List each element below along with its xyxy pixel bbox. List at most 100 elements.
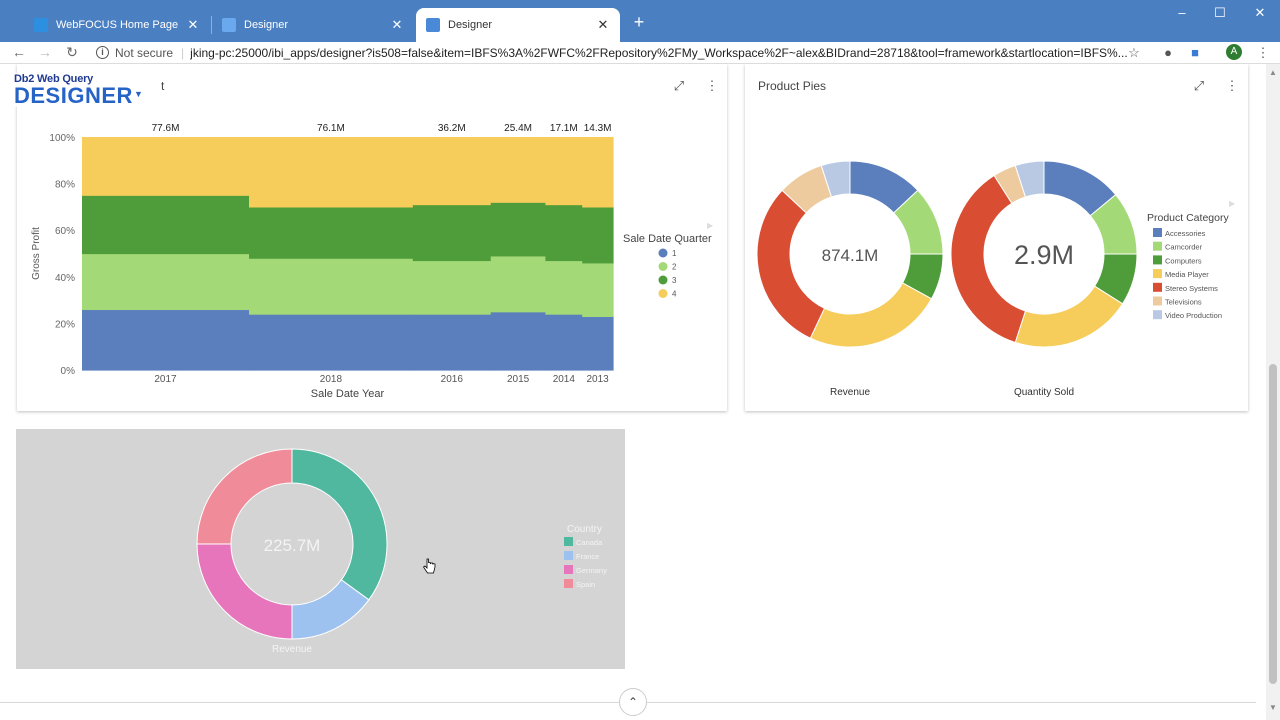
designer-brand[interactable]: Db2 Web Query DESIGNER ▼ — [14, 73, 143, 108]
close-icon[interactable]: ✕ — [391, 17, 403, 32]
donut-slice-video-production — [1014, 160, 1045, 198]
scroll-up-icon[interactable]: ▲ — [1269, 68, 1277, 77]
legend-swatch — [564, 579, 573, 588]
close-icon[interactable]: ✕ — [187, 17, 199, 32]
tab-webfocus-home[interactable]: WebFOCUS Home Page ✕ — [24, 8, 210, 42]
x-tick-label: 2013 — [586, 374, 609, 385]
panel-title: t — [161, 79, 165, 93]
kebab-menu-icon[interactable]: ⋮ — [705, 78, 719, 93]
area-segment-q4 — [249, 137, 414, 208]
donut-center-label: 874.1M — [822, 246, 879, 265]
scroll-down-icon[interactable]: ▼ — [1269, 703, 1277, 712]
expand-icon[interactable]: ⤢ — [673, 78, 685, 93]
total-label: 36.2M — [438, 123, 466, 134]
tab-separator — [211, 16, 212, 34]
legend-swatch — [1153, 241, 1162, 251]
area-segment-q1 — [412, 314, 492, 371]
designer-favicon-icon — [426, 18, 440, 32]
expand-icon[interactable]: ⤢ — [1193, 78, 1205, 93]
legend-swatch — [1153, 269, 1162, 279]
legend-swatch — [1153, 310, 1162, 320]
area-segment-q3 — [412, 204, 492, 262]
panel-title: Product Pies — [758, 79, 827, 93]
legend-label: Germany — [576, 566, 607, 575]
y-tick-label: 40% — [55, 273, 75, 284]
caret-down-icon[interactable]: ▼ — [134, 89, 143, 99]
legend-label: 1 — [672, 249, 677, 258]
scrollbar-thumb[interactable] — [1269, 364, 1277, 684]
donut-slice-media-player — [1014, 285, 1124, 348]
legend-label: Video Production — [1165, 311, 1222, 320]
url-text: jking-pc:25000/ibi_apps/designer?is508=f… — [190, 45, 1128, 60]
legend-swatch — [658, 289, 668, 298]
legend-label: Spain — [576, 580, 595, 589]
legend-title: Country — [567, 524, 602, 535]
donut-slice-video-production — [820, 160, 851, 198]
x-tick-label: 2015 — [507, 374, 530, 385]
kebab-menu-icon[interactable]: ⋮ — [1225, 78, 1239, 93]
maximize-button[interactable]: ☐ — [1214, 5, 1226, 20]
back-arrow-icon[interactable]: ← — [12, 44, 26, 60]
area-segment-q1 — [490, 311, 547, 371]
area-segment-q4 — [412, 137, 492, 206]
designer-canvas: Db2 Web Query DESIGNER ▼ t ⤢ ⋮ 0% 20% 40% 6… — [0, 64, 1266, 720]
donut-slice-media-player — [809, 282, 933, 348]
minimize-button[interactable]: – — [1178, 5, 1186, 20]
kebab-menu-icon[interactable]: ⋮ — [1256, 45, 1270, 60]
area-segment-q2 — [82, 253, 250, 311]
x-axis-title: Sale Date Year — [311, 388, 385, 400]
y-tick-label: 80% — [55, 180, 75, 191]
forward-arrow-icon[interactable]: → — [38, 44, 52, 60]
area-segment-q3 — [545, 204, 583, 262]
area-segment-q4 — [490, 137, 547, 203]
donut-slice-germany — [196, 543, 293, 640]
area-segment-q1 — [582, 316, 614, 371]
x-tick-label: 2014 — [553, 374, 576, 385]
new-tab-button[interactable]: + — [633, 12, 645, 32]
donut-label: Quantity Sold — [1014, 387, 1074, 398]
y-tick-label: 0% — [61, 366, 76, 377]
extension-icon[interactable]: ● — [1164, 45, 1172, 60]
donut-slice-stereo-systems — [950, 174, 1027, 344]
area-segment-q1 — [82, 309, 250, 371]
close-window-button[interactable]: ✕ — [1254, 5, 1266, 20]
legend-swatch — [658, 262, 668, 271]
star-icon[interactable]: ☆ — [1128, 45, 1140, 60]
url-field[interactable]: i Not secure | jking-pc:25000/ibi_apps/d… — [96, 42, 1148, 63]
legend-label: Media Player — [1165, 270, 1209, 279]
tab-designer[interactable]: Designer ✕ — [212, 8, 414, 42]
area-segment-q1 — [545, 314, 583, 371]
legend-title: Sale Date Quarter — [623, 233, 712, 245]
area-segment-q4 — [582, 137, 614, 208]
reload-icon[interactable]: ↻ — [66, 44, 78, 60]
address-bar-row: ← → ↻ i Not secure | jking-pc:25000/ibi_… — [0, 42, 1280, 64]
profile-avatar[interactable]: A — [1226, 44, 1242, 60]
donut-label: Revenue — [272, 644, 312, 655]
legend-label: 2 — [672, 263, 677, 272]
area-segment-q4 — [82, 137, 250, 196]
tab-designer-active[interactable]: Designer ✕ — [416, 8, 620, 42]
legend-swatch — [1153, 282, 1162, 292]
x-tick-label: 2018 — [320, 374, 343, 385]
area-segment-q3 — [82, 195, 250, 255]
area-chart: 0% 20% 40% 60% 80% 100% 77.6M 2017 76.1M 2018 36.2… — [31, 123, 714, 400]
area-segment-q2 — [582, 262, 614, 318]
legend-label: 4 — [672, 290, 677, 299]
area-segment-q3 — [582, 206, 614, 264]
product-pies-chart: 874.1M Revenue 2.9M Quantity Sold Product Ca… — [756, 160, 1236, 398]
legend-scroll-icon: ▶ — [1229, 199, 1236, 208]
page-scrollbar[interactable]: ▲ ▼ — [1266, 64, 1280, 720]
chat-icon[interactable]: ■ — [1191, 45, 1199, 60]
country-donut-panel[interactable]: 225.7M Revenue Country Canada France Germany S… — [16, 429, 625, 669]
total-label: 17.1M — [550, 123, 578, 134]
chevron-up-icon[interactable]: ⌃ — [619, 688, 647, 716]
legend-swatch — [1153, 296, 1162, 306]
browser-tab-bar: WebFOCUS Home Page ✕ Designer ✕ Designer… — [0, 0, 1280, 42]
info-icon[interactable]: i — [96, 46, 109, 59]
brand-title: DESIGNER — [14, 83, 133, 108]
legend-label: 3 — [672, 276, 677, 285]
close-icon[interactable]: ✕ — [597, 17, 609, 32]
hand-cursor-icon — [422, 558, 436, 574]
y-tick-label: 20% — [55, 319, 75, 330]
donut-slice-stereo-systems — [756, 189, 826, 339]
